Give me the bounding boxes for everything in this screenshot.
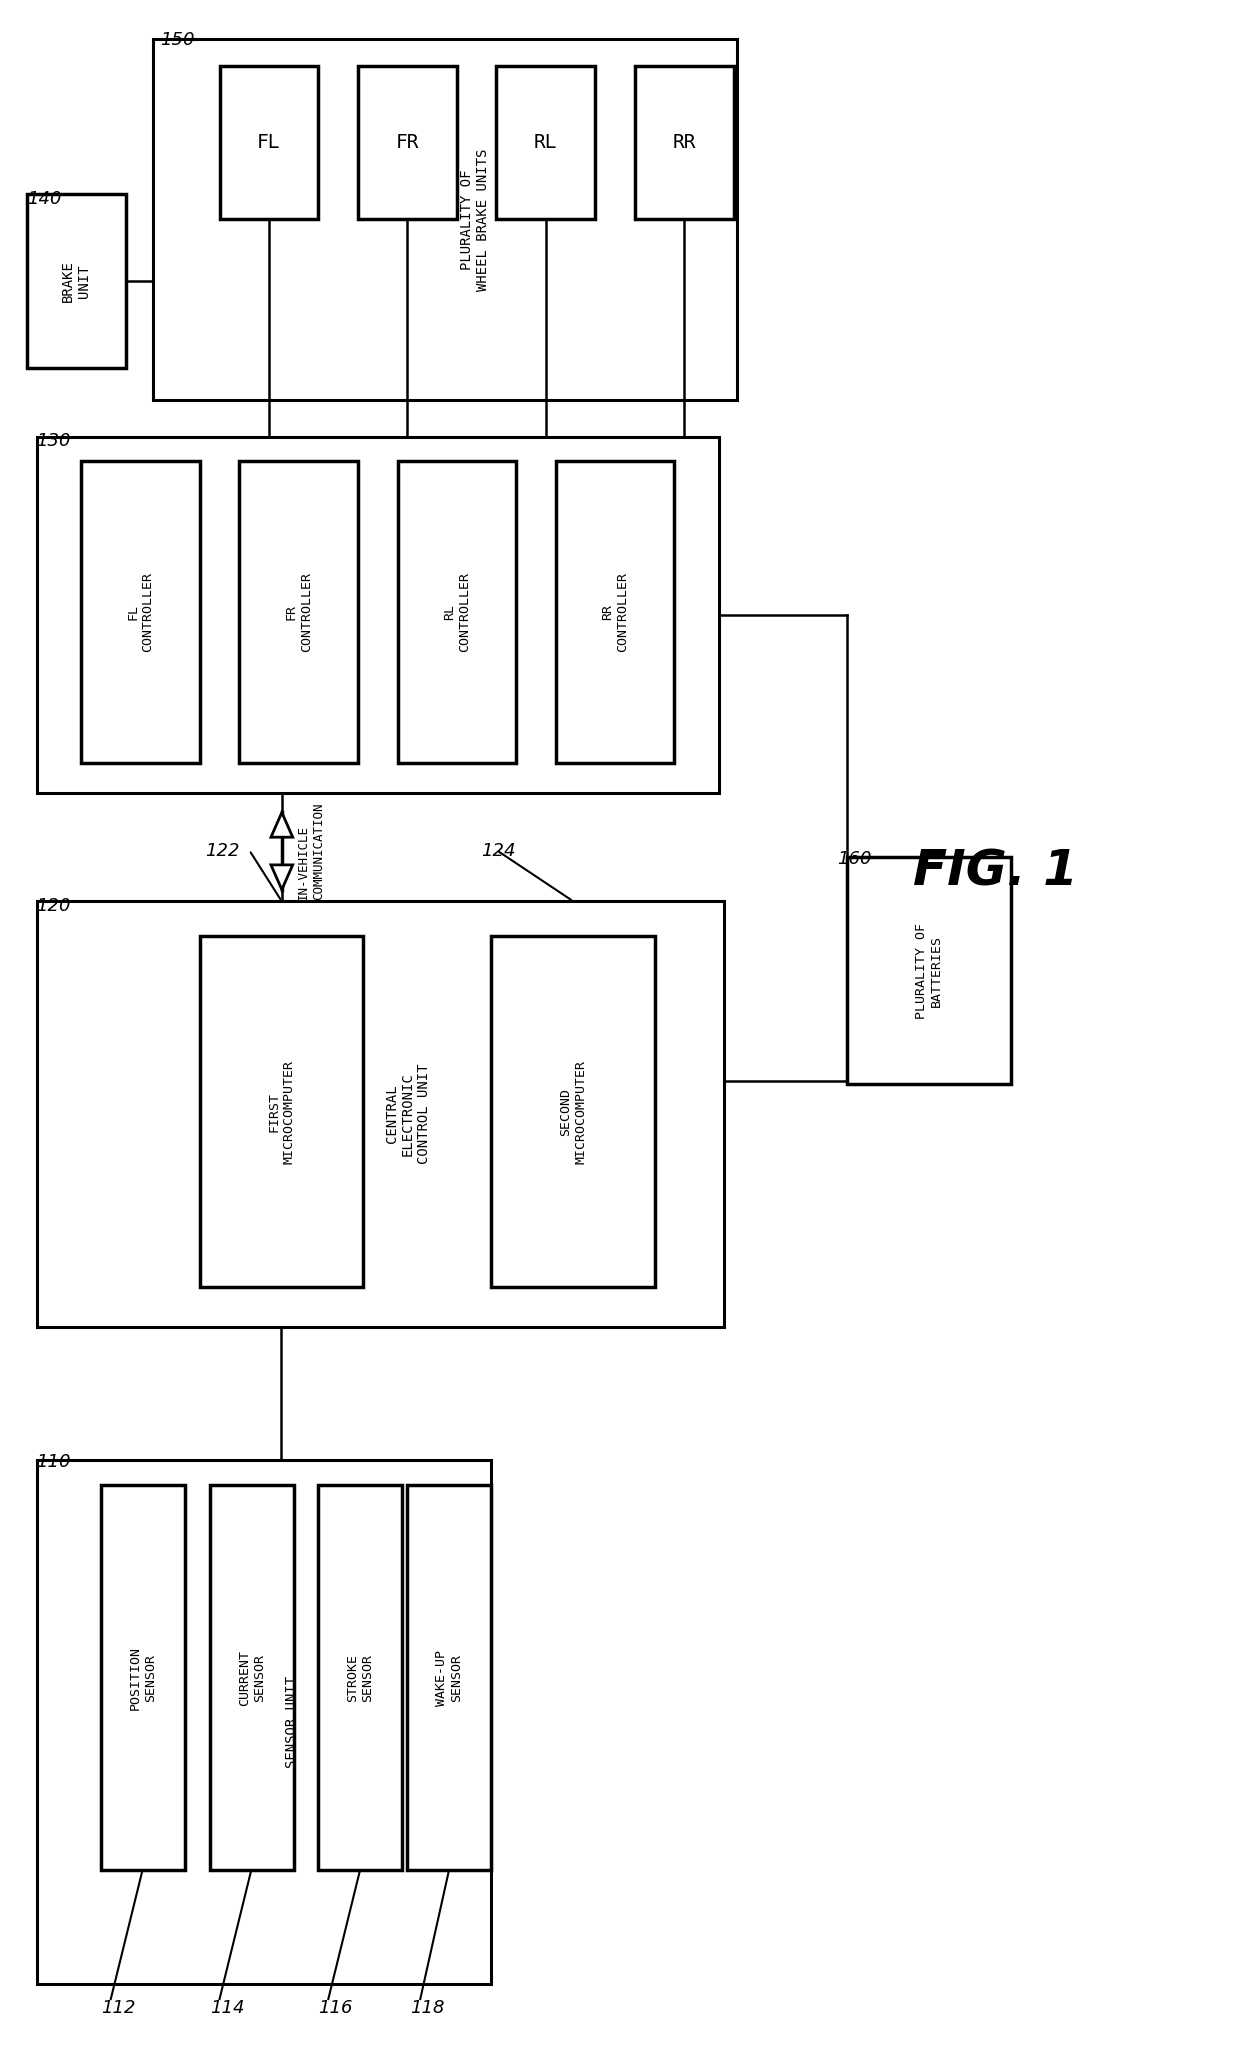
Bar: [635, 66, 734, 219]
Text: CURRENT
SENSOR: CURRENT SENSOR: [238, 1650, 265, 1706]
Text: 116: 116: [319, 1999, 353, 2018]
Bar: [154, 39, 737, 400]
Text: SECOND
MICROCOMPUTER: SECOND MICROCOMPUTER: [559, 1060, 587, 1164]
Text: 150: 150: [160, 31, 195, 50]
Text: IN-VEHICLE
COMMUNICATION: IN-VEHICLE COMMUNICATION: [296, 803, 325, 899]
Text: BRAKE
UNIT: BRAKE UNIT: [61, 260, 92, 301]
Bar: [398, 462, 516, 763]
Bar: [37, 1461, 491, 1985]
Text: PLURALITY OF
WHEEL BRAKE UNITS: PLURALITY OF WHEEL BRAKE UNITS: [460, 149, 490, 291]
Bar: [491, 937, 655, 1287]
Bar: [100, 1485, 185, 1871]
Text: CENTRAL
ELECTRONIC
CONTROL UNIT: CENTRAL ELECTRONIC CONTROL UNIT: [384, 1065, 432, 1164]
Text: FR
CONTROLLER: FR CONTROLLER: [285, 571, 312, 652]
Text: RR
CONTROLLER: RR CONTROLLER: [601, 571, 629, 652]
Bar: [408, 1485, 491, 1871]
Text: FL
CONTROLLER: FL CONTROLLER: [126, 571, 155, 652]
Bar: [496, 66, 595, 219]
Bar: [81, 462, 200, 763]
Text: FIRST
MICROCOMPUTER: FIRST MICROCOMPUTER: [268, 1060, 295, 1164]
Text: FR: FR: [396, 134, 419, 153]
Bar: [239, 462, 358, 763]
Bar: [847, 856, 1011, 1085]
Bar: [210, 1485, 294, 1871]
Text: 120: 120: [37, 897, 71, 914]
Text: STROKE
SENSOR: STROKE SENSOR: [346, 1655, 374, 1702]
Bar: [556, 462, 675, 763]
Text: 140: 140: [27, 190, 61, 208]
Text: PLURALITY OF
BATTERIES: PLURALITY OF BATTERIES: [915, 922, 942, 1019]
Bar: [200, 937, 363, 1287]
Bar: [219, 66, 319, 219]
Text: 122: 122: [205, 842, 239, 860]
Bar: [319, 1485, 403, 1871]
Text: WAKE-UP
SENSOR: WAKE-UP SENSOR: [435, 1650, 464, 1706]
Text: RR: RR: [672, 134, 696, 153]
Polygon shape: [272, 813, 293, 838]
Text: FL: FL: [257, 134, 280, 153]
Text: 112: 112: [100, 1999, 135, 2018]
Bar: [37, 902, 724, 1327]
Text: RL: RL: [534, 134, 558, 153]
Text: SENSOR UNIT: SENSOR UNIT: [285, 1675, 299, 1768]
Text: RL
CONTROLLER: RL CONTROLLER: [443, 571, 471, 652]
Text: 160: 160: [837, 850, 872, 869]
Polygon shape: [272, 864, 293, 889]
Text: FIG. 1: FIG. 1: [914, 848, 1079, 895]
Bar: [37, 437, 719, 792]
Text: 110: 110: [37, 1452, 71, 1471]
Text: 118: 118: [410, 1999, 445, 2018]
Text: 114: 114: [210, 1999, 244, 2018]
Text: POSITION
SENSOR: POSITION SENSOR: [129, 1646, 157, 1710]
Bar: [358, 66, 456, 219]
Text: 130: 130: [37, 431, 71, 450]
Text: 124: 124: [481, 842, 516, 860]
Bar: [27, 194, 125, 367]
